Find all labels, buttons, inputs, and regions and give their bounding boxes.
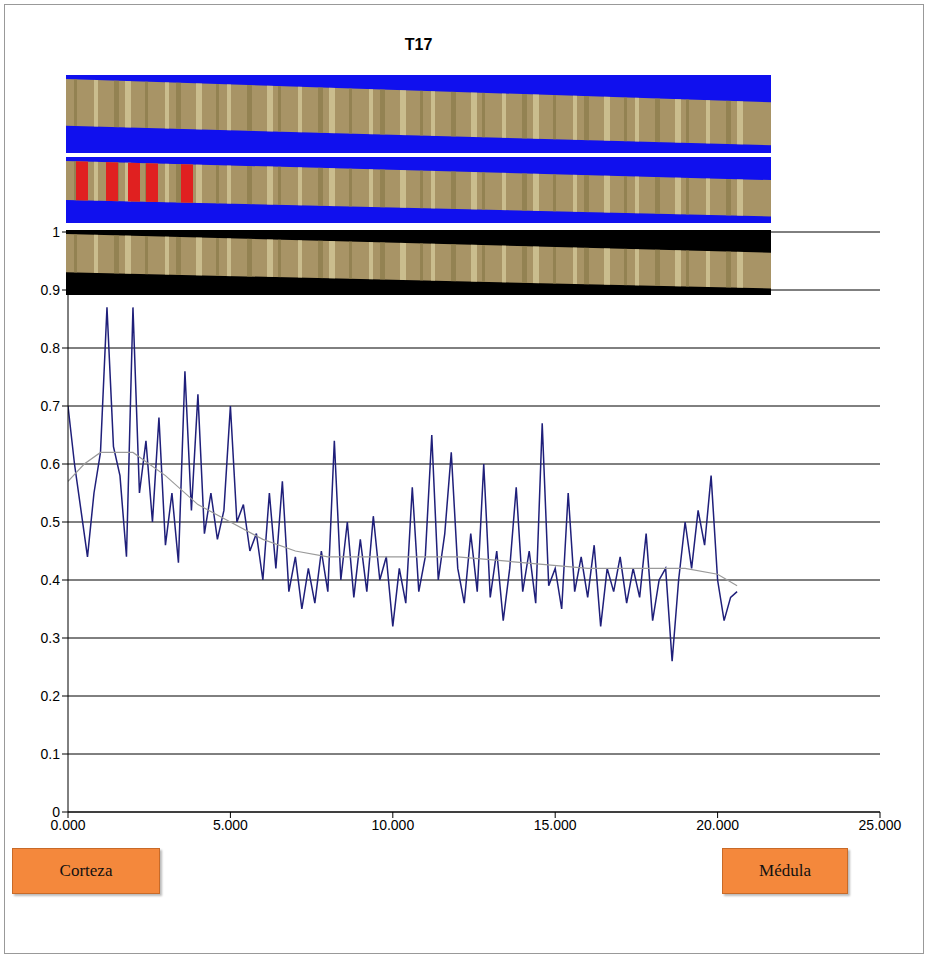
svg-text:0.000: 0.000 <box>50 816 86 833</box>
svg-text:0.7: 0.7 <box>41 398 61 414</box>
html-text:T17: T17 <box>404 36 433 53</box>
svg-text:0.4: 0.4 <box>41 572 61 588</box>
svg-text:0: 0 <box>52 804 60 820</box>
svg-text:10.000: 10.000 <box>371 817 414 833</box>
svg-text:1: 1 <box>52 224 60 240</box>
svg-text:0.3: 0.3 <box>41 630 61 646</box>
html-text:Médula: Médula <box>759 861 811 880</box>
svg-text:0.9: 0.9 <box>41 282 61 298</box>
svg-text:5.000: 5.000 <box>213 817 248 833</box>
svg-text:25.000: 25.000 <box>859 817 902 833</box>
svg-text:0.5: 0.5 <box>41 514 61 530</box>
svg-text:20.000: 20.000 <box>696 817 739 833</box>
svg-text:0.6: 0.6 <box>41 456 61 472</box>
html-text:Corteza: Corteza <box>59 861 113 880</box>
svg-text:15.000: 15.000 <box>534 817 577 833</box>
svg-text:0.8: 0.8 <box>41 340 61 356</box>
svg-text:0.2: 0.2 <box>41 688 61 704</box>
svg-text:0.1: 0.1 <box>41 746 61 762</box>
